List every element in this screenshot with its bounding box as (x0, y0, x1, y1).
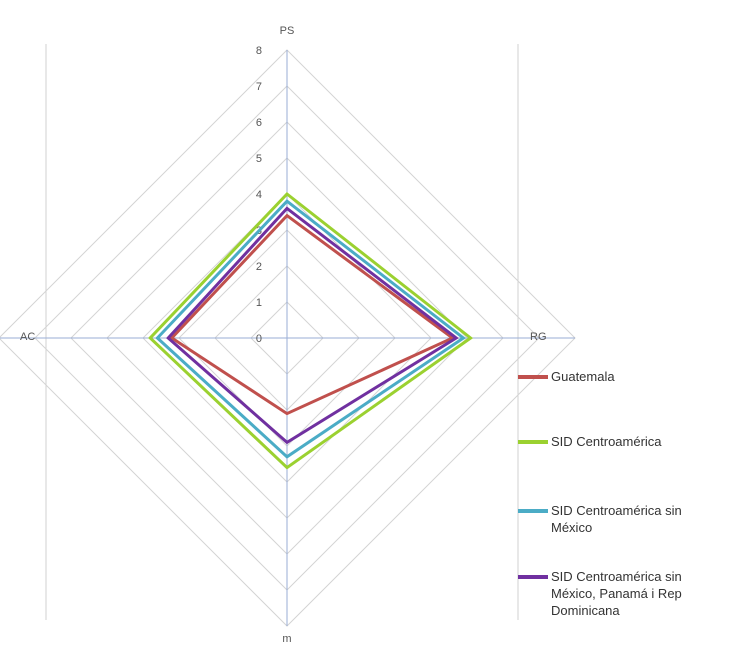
legend-label: SID Centroamérica sin México (551, 503, 682, 535)
radar-series (148, 191, 474, 470)
tick-label: 7 (256, 81, 262, 93)
tick-label: 5 (256, 153, 262, 165)
axis-label-bottom: m (282, 633, 291, 645)
series-line (169, 213, 456, 416)
radar-axis-labels: PS RG m AC (20, 25, 547, 645)
axis-label-top: PS (280, 25, 295, 37)
tick-label: 6 (256, 117, 262, 129)
series-line (148, 191, 474, 470)
legend-label: SID Centroamérica (551, 434, 662, 449)
legend-item: SID Centroamérica sin México (518, 502, 726, 536)
legend-swatch (518, 375, 548, 379)
tick-label: 1 (256, 297, 262, 309)
tick-label: 4 (256, 189, 262, 201)
legend-swatch (518, 440, 548, 444)
legend-item: Guatemala (518, 368, 726, 385)
legend-label: Guatemala (551, 369, 615, 384)
chart-frame (45, 44, 519, 620)
axis-label-left: AC (20, 331, 35, 343)
legend-item: SID Centroamérica (518, 433, 726, 450)
legend-swatch (518, 575, 548, 579)
legend-item: SID Centroamérica sin México, Panamá i R… (518, 568, 726, 619)
tick-label: 0 (256, 333, 262, 345)
tick-label: 8 (256, 45, 262, 57)
series-line (166, 206, 459, 445)
legend-label: SID Centroamérica sin México, Panamá i R… (551, 569, 682, 618)
axis-label-right: RG (530, 331, 547, 343)
series-line (155, 199, 466, 459)
legend-swatch (518, 509, 548, 513)
tick-label: 2 (256, 261, 262, 273)
radar-spokes (0, 50, 575, 626)
